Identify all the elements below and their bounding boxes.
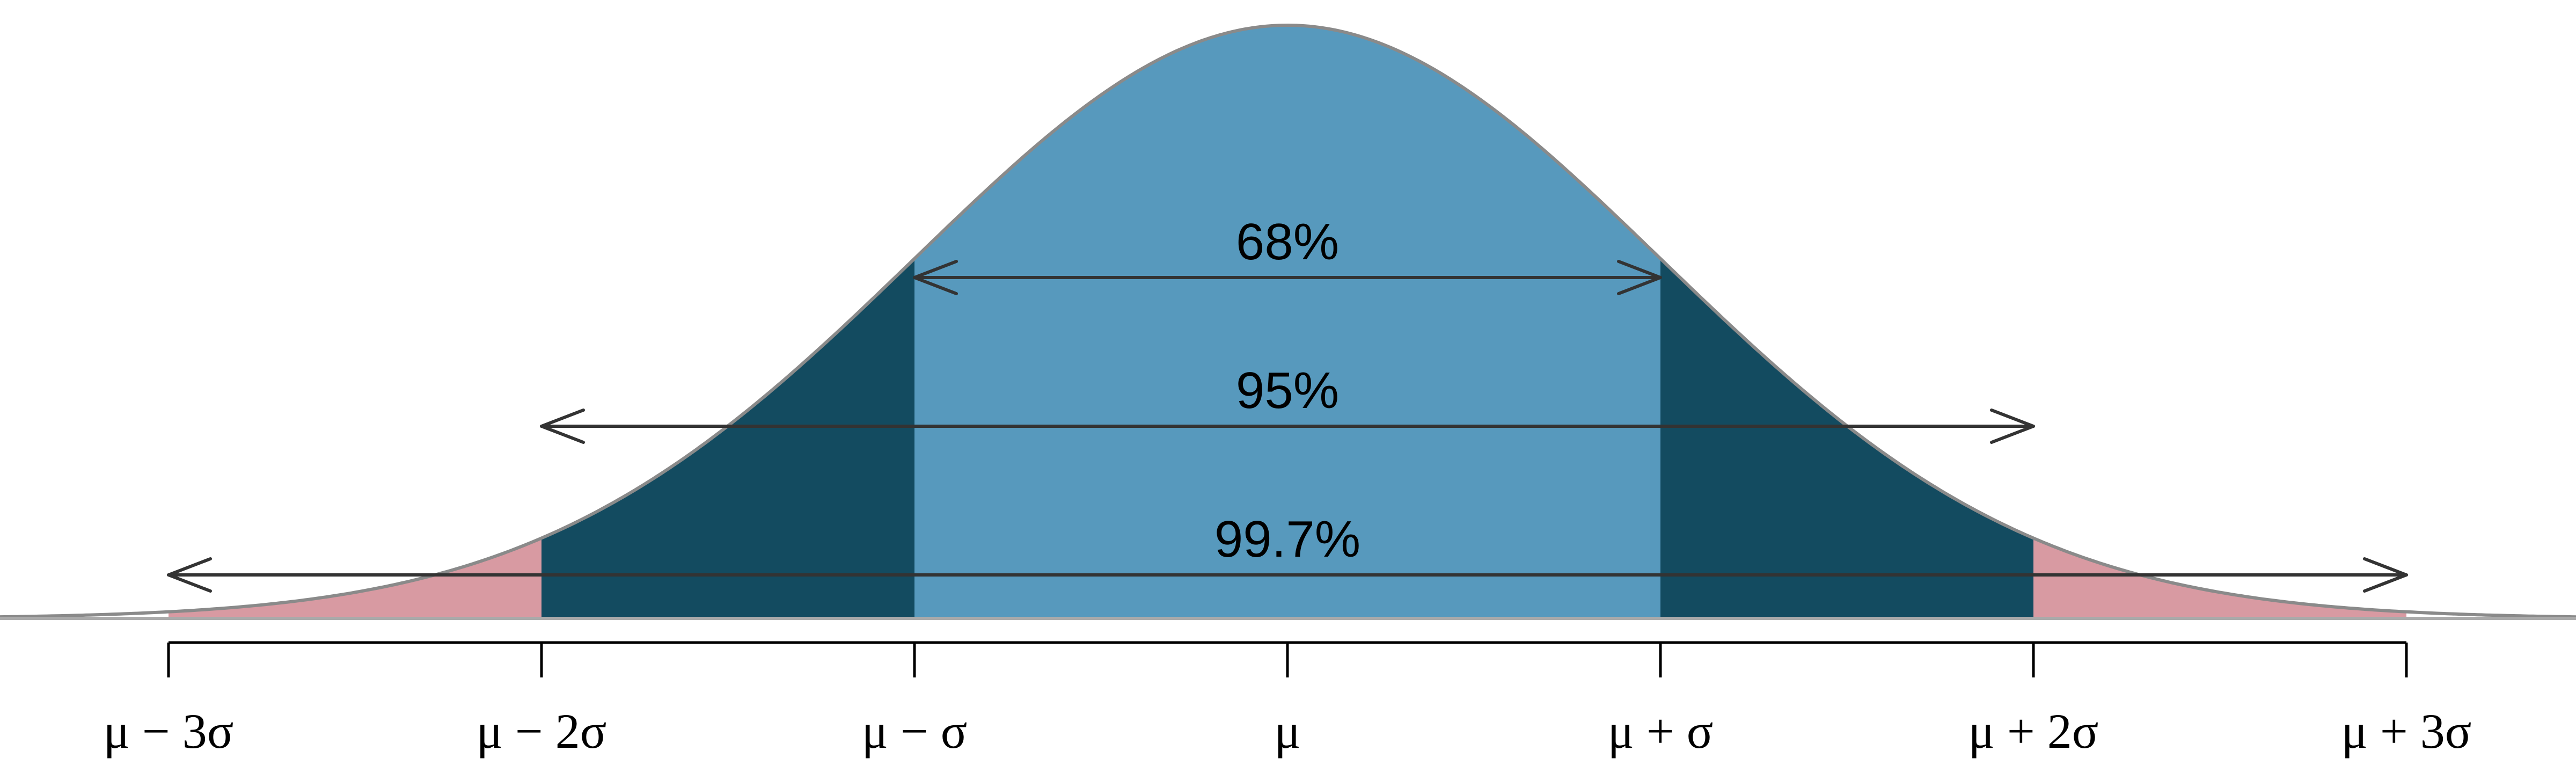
interval-arrow-2: 95% <box>540 362 2035 444</box>
axis-tick-label: μ <box>1274 704 1300 759</box>
interval-percent-label: 99.7% <box>1214 511 1360 568</box>
interval-arrow-3: 99.7% <box>167 511 2408 593</box>
tail-fill-left-2-3sd <box>169 538 541 618</box>
axis-tick-label: μ + 2σ <box>1968 704 2099 759</box>
interval-arrows: 68% 95% 99.7% <box>167 213 2408 593</box>
interval-percent-label: 68% <box>1236 213 1339 271</box>
axis-tick-label: μ − 2σ <box>477 704 607 759</box>
axis-tick-label: μ − σ <box>862 704 968 759</box>
axis-tick-label: μ + σ <box>1608 704 1714 759</box>
sigma-axis: μ − 3σ μ − 2σ μ − σ μ μ + σ μ + 2σ μ + 3σ <box>104 641 2472 759</box>
fill-within-1sd <box>914 25 1660 618</box>
arrowhead-left <box>540 409 585 444</box>
arrowhead-right <box>1990 409 2035 444</box>
interval-arrow-1: 68% <box>913 213 1662 295</box>
axis-tick-label: μ + 3σ <box>2341 704 2472 759</box>
tail-fill-right-2-3sd <box>2033 538 2406 618</box>
axis-tick-label: μ − 3σ <box>104 704 234 759</box>
arrowhead-right <box>2363 557 2408 593</box>
interval-percent-label: 95% <box>1236 362 1339 419</box>
arrowhead-left <box>913 260 958 295</box>
arrowhead-right <box>1617 260 1662 295</box>
arrowhead-left <box>167 557 212 593</box>
